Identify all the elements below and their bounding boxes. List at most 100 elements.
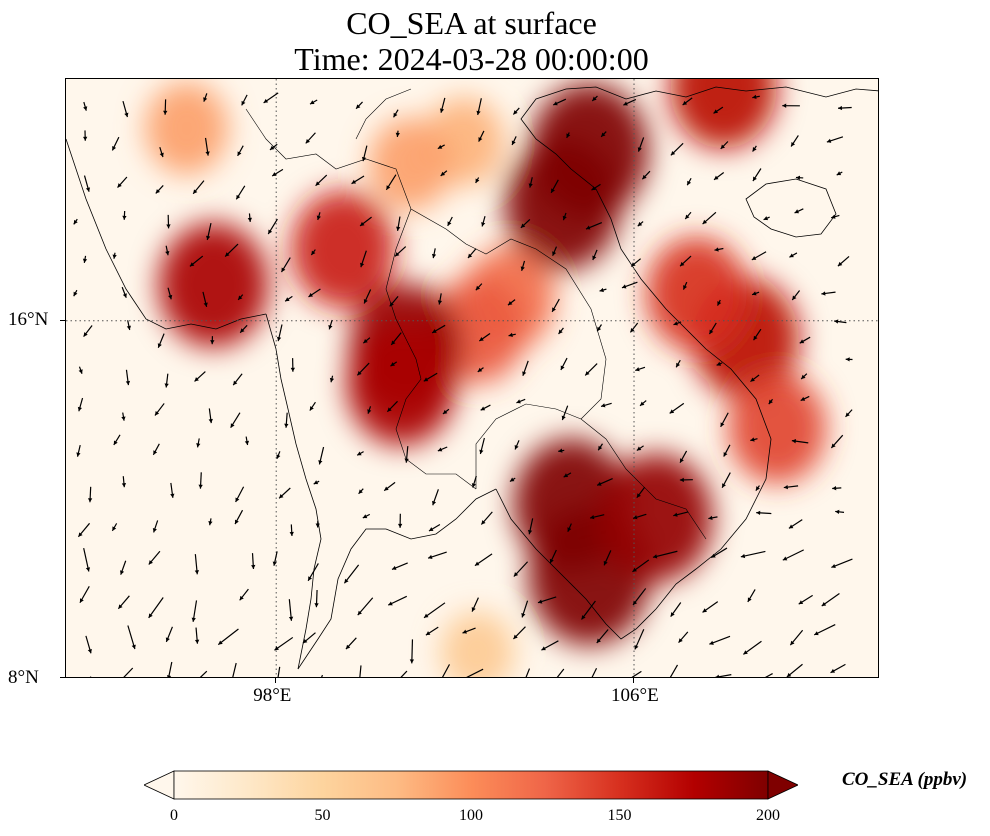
wind-arrow-130: [478, 332, 491, 342]
colorbar-extend-min: [143, 770, 175, 800]
wind-arrow-73: [585, 222, 603, 230]
wind-arrow-65: [267, 218, 278, 235]
wind-arrow-57: [752, 168, 762, 182]
wind-arrow-174: [639, 400, 647, 407]
x-tick-label: 98°E: [253, 685, 292, 706]
wind-arrow-50: [475, 177, 480, 184]
wind-arrow-231: [527, 518, 534, 535]
wind-arrow-161: [121, 412, 126, 421]
wind-arrow-32: [566, 132, 571, 139]
wind-arrow-111: [507, 299, 516, 306]
wind-arrow-180: [76, 445, 81, 457]
wind-arrow-62: [166, 214, 171, 229]
wind-arrow-215: [679, 477, 693, 483]
wind-arrow-69: [447, 216, 453, 227]
wind-arrow-258: [782, 549, 804, 561]
wind-arrow-15: [682, 97, 693, 106]
wind-arrow-107: [363, 289, 372, 304]
wind-arrow-173: [600, 402, 612, 408]
wind-arrow-115: [682, 281, 688, 290]
wind-arrow-223: [208, 518, 213, 526]
co-plume-18: [440, 611, 515, 677]
map-plot-area: [65, 78, 879, 678]
wind-arrow-276: [702, 601, 719, 613]
wind-arrow-99: [837, 256, 850, 267]
wind-arrow-95: [679, 255, 692, 267]
wind-arrow-0: [83, 101, 88, 111]
coastlines: [66, 86, 878, 670]
wind-arrow-46: [315, 174, 328, 187]
wind-arrow-280: [85, 635, 92, 654]
wind-arrow-129: [431, 324, 446, 334]
colorbar-bar: [173, 770, 769, 800]
wind-arrow-251: [513, 561, 529, 577]
wind-arrow-14: [623, 98, 637, 106]
wind-arrow-206: [313, 480, 320, 485]
wind-arrow-31: [511, 136, 517, 146]
wind-vectors: [73, 92, 853, 677]
wind-arrow-132: [558, 327, 564, 335]
wind-arrow-163: [208, 408, 213, 424]
wind-arrow-316: [715, 674, 732, 677]
wind-arrow-47: [351, 175, 365, 185]
wind-arrow-170: [480, 404, 491, 411]
wind-arrow-196: [723, 444, 731, 457]
wind-arrow-187: [356, 451, 364, 456]
wind-arrow-25: [269, 143, 278, 151]
wind-arrow-112: [551, 298, 560, 313]
wind-arrow-205: [278, 487, 291, 499]
wind-arrow-63: [206, 222, 212, 241]
wind-arrow-188: [404, 446, 409, 463]
wind-arrow-85: [280, 257, 291, 273]
wind-arrow-178: [800, 395, 810, 402]
wind-arrow-213: [596, 478, 613, 486]
wind-arrow-318: [786, 663, 803, 677]
wind-arrow-67: [359, 216, 372, 227]
wind-arrow-204: [235, 486, 245, 503]
wind-arrow-131: [508, 332, 516, 338]
wind-arrow-283: [194, 627, 200, 644]
wind-arrow-44: [235, 185, 246, 200]
wind-arrow-52: [550, 179, 559, 194]
wind-arrow-88: [394, 246, 407, 257]
wind-arrow-197: [750, 437, 758, 442]
wind-arrow-256: [710, 547, 728, 559]
co-plume-5: [346, 321, 457, 446]
wind-arrow-306: [321, 674, 324, 677]
wind-arrow-238: [788, 519, 803, 529]
wind-arrow-106: [308, 288, 321, 298]
wind-arrow-121: [126, 320, 131, 331]
wind-arrow-10: [476, 98, 482, 116]
wind-arrow-122: [157, 333, 165, 348]
wind-arrow-123: [210, 336, 215, 345]
wind-arrow-177: [768, 398, 774, 405]
wind-arrow-125: [276, 324, 283, 342]
wind-arrow-244: [251, 553, 256, 570]
wind-arrow-234: [632, 513, 647, 520]
wind-arrow-155: [675, 359, 681, 368]
wind-arrow-228: [397, 513, 403, 528]
wind-arrow-75: [684, 211, 692, 220]
wind-arrow-314: [631, 670, 642, 677]
wind-arrow-192: [558, 448, 565, 453]
wind-arrow-239: [835, 509, 845, 515]
map-subtitle-time: Time: 2024-03-28 00:00:00: [294, 41, 649, 77]
wind-arrow-281: [127, 625, 136, 650]
wind-arrow-76: [702, 211, 717, 225]
wind-arrow-301: [123, 667, 134, 677]
wind-arrow-203: [198, 472, 203, 489]
wind-arrow-269: [423, 602, 446, 619]
wind-arrow-96: [714, 247, 724, 252]
wind-arrow-33: [600, 131, 607, 138]
colorbar: [143, 770, 799, 800]
wind-arrow-30: [478, 130, 485, 142]
wind-arrow-186: [318, 446, 325, 465]
wind-arrow-126: [328, 319, 333, 330]
wind-arrow-261: [117, 595, 130, 610]
wind-arrow-293: [596, 629, 609, 644]
wind-arrow-4: [241, 94, 248, 106]
wind-arrow-304: [232, 662, 237, 677]
wind-arrow-34: [637, 137, 645, 152]
wind-arrow-20: [83, 130, 88, 141]
wind-arrow-165: [284, 412, 289, 428]
